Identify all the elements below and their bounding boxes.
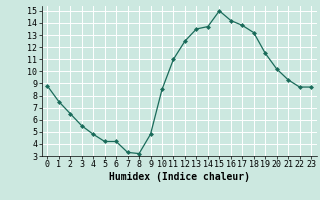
X-axis label: Humidex (Indice chaleur): Humidex (Indice chaleur) bbox=[109, 172, 250, 182]
